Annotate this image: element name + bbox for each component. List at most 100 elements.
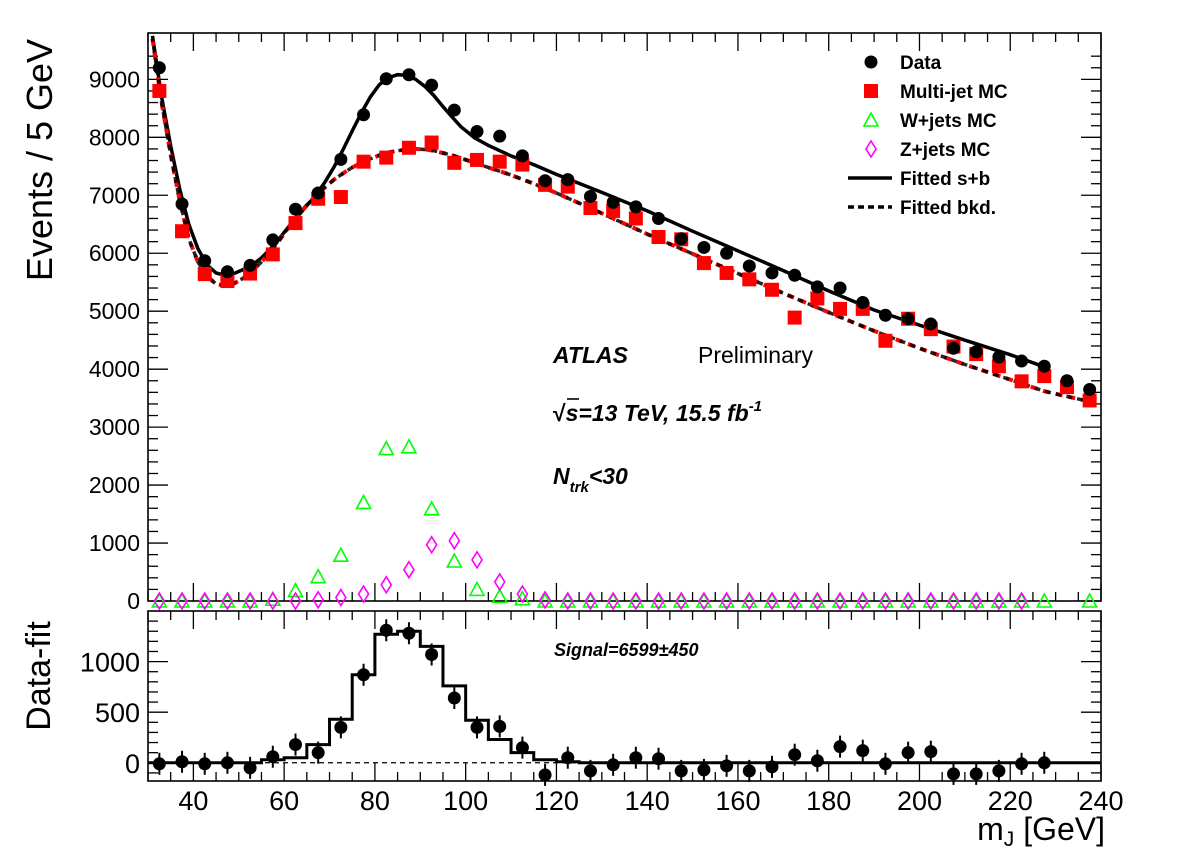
point-w-jets-mc [1035, 592, 1053, 608]
ntrk-cut: <30 [589, 463, 628, 489]
ratio-point [515, 741, 529, 755]
y-tick-label: 8000 [89, 124, 140, 150]
point-multi-jet-mc [447, 155, 462, 170]
point-z-jets-mc [516, 584, 529, 604]
y-tick-label: 1000 [89, 530, 140, 556]
point-w-jets-mc [604, 592, 622, 608]
ratio-point [583, 764, 597, 778]
point-w-jets-mc [468, 580, 486, 597]
point-data [901, 312, 915, 326]
series-z-jets-mc [153, 531, 1028, 611]
point-z-jets-mc [244, 591, 257, 611]
point-w-jets-mc [287, 581, 304, 598]
ratio-point [198, 757, 212, 771]
point-w-jets-mc [309, 567, 327, 584]
y-tick-label: 2000 [89, 472, 140, 498]
point-multi-jet-mc [356, 154, 371, 169]
point-multi-jet-mc [628, 211, 643, 226]
ratio-point [878, 757, 892, 771]
point-w-jets-mc [990, 592, 1008, 608]
ratio-point [357, 668, 371, 682]
point-multi-jet-mc [742, 272, 757, 287]
point-multi-jet-mc [424, 135, 439, 150]
ratio-plot-frame [147, 610, 1102, 782]
energy-text: =13 TeV, 15.5 fb [578, 400, 748, 426]
ratio-point [924, 745, 938, 759]
point-multi-jet-mc [787, 310, 802, 325]
legend-marker [864, 55, 878, 69]
ratio-point [742, 764, 756, 778]
point-data [266, 233, 280, 247]
point-data [720, 246, 734, 260]
point-z-jets-mc [402, 560, 415, 580]
point-data [379, 72, 393, 86]
ratio-point [266, 750, 280, 764]
point-data [288, 202, 302, 216]
point-multi-jet-mc [333, 190, 348, 205]
point-w-jets-mc [786, 592, 804, 608]
point-z-jets-mc [652, 591, 665, 611]
energy-s: s [566, 400, 579, 426]
point-w-jets-mc [332, 546, 350, 563]
point-w-jets-mc [400, 438, 418, 454]
point-w-jets-mc [763, 592, 781, 608]
point-data [629, 200, 643, 214]
point-data [152, 61, 166, 75]
signal-step-curve [148, 629, 1101, 765]
y-tick-label: 5000 [89, 298, 140, 324]
point-multi-jet-mc [265, 247, 280, 262]
point-w-jets-mc [355, 493, 372, 510]
point-z-jets-mc [312, 590, 325, 610]
ratio-point [288, 738, 302, 752]
ratio-point [606, 758, 620, 772]
point-data [175, 197, 189, 211]
ratio-y-tick-label: 1000 [80, 648, 140, 678]
point-z-jets-mc [629, 591, 642, 611]
ratio-point [720, 759, 734, 773]
point-w-jets-mc [854, 592, 872, 608]
legend: Data Multi-jet MC W+jets MC Z+jets MC Fitted… [848, 53, 1008, 219]
ratio-point [629, 751, 643, 765]
ratio-point [833, 740, 847, 754]
ratio-point [697, 763, 711, 777]
main-series-group [150, 35, 1098, 611]
x-tick-label: 120 [534, 786, 579, 816]
point-data [924, 317, 938, 331]
ratio-point [470, 720, 484, 734]
point-data [833, 281, 847, 295]
point-data [992, 350, 1006, 364]
legend-label: Fitted s+b [900, 169, 990, 190]
y-tick-label: 0 [127, 588, 140, 614]
point-z-jets-mc [289, 591, 302, 611]
ratio-point [969, 767, 983, 781]
ratio-series-group [148, 619, 1101, 786]
x-tick-label: 100 [443, 786, 488, 816]
ratio-y-tick-labels: 0 500 1000 [80, 648, 140, 779]
point-data [425, 78, 439, 92]
ratio-point [379, 623, 393, 637]
point-z-jets-mc [221, 591, 234, 611]
point-w-jets-mc [877, 592, 894, 608]
point-data [447, 103, 461, 117]
ratio-point [788, 748, 802, 762]
x-axis-label: mJ [GeV] [977, 811, 1105, 851]
x-tick-label: 80 [360, 786, 390, 816]
x-tick-label: 220 [988, 786, 1033, 816]
ratio-point [152, 757, 166, 771]
point-data [243, 258, 257, 272]
point-data [220, 265, 234, 279]
point-z-jets-mc [879, 591, 892, 611]
point-w-jets-mc [491, 587, 509, 604]
ntrk-label: Ntrk<30 [553, 463, 628, 496]
ratio-point [992, 764, 1006, 778]
legend-marker [865, 139, 877, 159]
point-w-jets-mc [831, 592, 849, 608]
point-w-jets-mc [809, 592, 826, 608]
x-tick-label: 140 [625, 786, 670, 816]
point-z-jets-mc [425, 535, 438, 555]
point-multi-jet-mc [220, 274, 235, 289]
point-data [334, 152, 348, 166]
point-data [1037, 359, 1051, 373]
point-data [493, 129, 507, 143]
x-tick-label: 160 [715, 786, 760, 816]
